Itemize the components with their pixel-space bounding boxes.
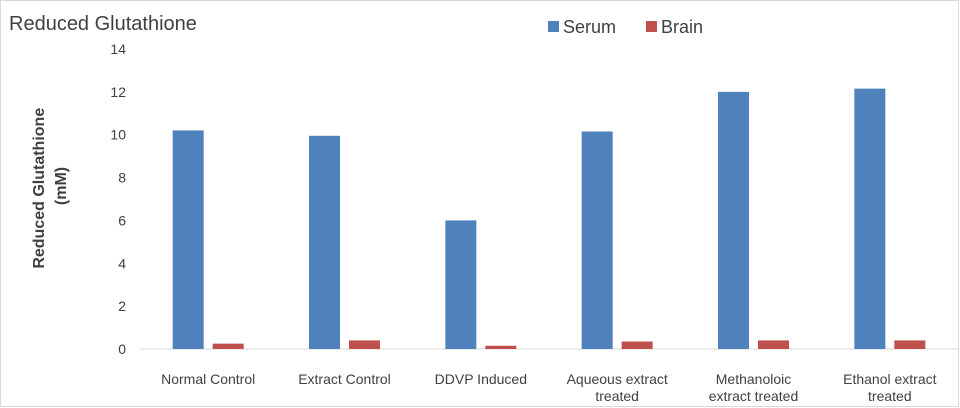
bar-brain-5 [894,340,926,349]
y-tick-label: 0 [118,341,126,357]
bar-brain-1 [349,340,380,349]
bar-brain-0 [212,343,244,349]
x-category-label: Normal Control [161,371,255,387]
legend-label-serum: Serum [563,17,616,37]
y-axis-title: Reduced Glutathione (mM) [31,103,70,268]
x-category-label: Aqueous extract treated [567,371,668,404]
x-category-label: Ethanol extract treated [843,371,936,404]
bar-brain-3 [621,341,653,349]
bars [172,88,926,350]
legend-swatch-serum [548,21,559,32]
y-tick-label: 12 [110,84,126,100]
y-axis-ticks: 0 2 4 6 8 10 12 14 [110,41,126,357]
legend-label-brain: Brain [661,17,703,37]
y-tick-label: 8 [118,170,126,186]
y-tick-label: 6 [118,212,126,228]
x-category-label: Methanoloic extract treated [709,371,799,404]
y-axis-title-line-1: Reduced Glutathione [31,108,48,269]
legend-swatch-brain [646,21,657,32]
x-category-label-line: treated [868,388,912,404]
bar-serum-5 [854,88,886,350]
x-category-label-line: Methanoloic [716,371,792,387]
chart-title: Reduced Glutathione [9,13,197,35]
legend: Serum Brain [548,17,703,37]
x-category-label-line: Ethanol extract [843,371,936,387]
bar-brain-4 [758,340,789,349]
x-category-label-line: Normal Control [161,371,255,387]
x-category-label: Extract Control [298,371,391,387]
bar-serum-2 [445,220,477,349]
bar-serum-4 [718,91,749,349]
category-labels: Normal Control Extract Control DDVP Induce… [161,371,937,404]
x-category-label-line: Aqueous extract [567,371,668,387]
y-tick-label: 2 [118,298,126,314]
x-category-label-line: Extract Control [298,371,391,387]
bar-brain-2 [485,345,517,349]
bar-serum-0 [172,130,204,349]
bar-serum-1 [309,135,340,349]
x-category-label: DDVP Induced [435,371,527,387]
y-tick-label: 14 [110,41,126,57]
x-category-label-line: DDVP Induced [435,371,527,387]
bar-serum-3 [581,131,613,349]
y-tick-label: 4 [118,255,126,271]
y-tick-label: 10 [110,127,126,143]
y-axis-title-line-2: (mM) [53,167,70,205]
x-category-label-line: treated [595,388,639,404]
x-category-label-line: extract treated [709,388,799,404]
